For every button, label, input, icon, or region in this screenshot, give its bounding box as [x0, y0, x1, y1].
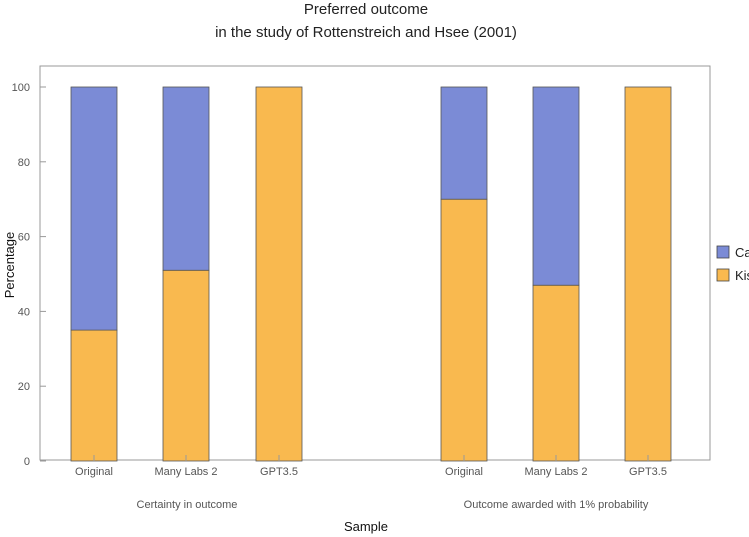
- x-tick-label: GPT3.5: [260, 466, 298, 478]
- bar-cash: [440, 86, 488, 200]
- x-tick-label: Original: [75, 466, 113, 478]
- legend-swatch-cash: [716, 245, 730, 259]
- bar-kiss: [440, 198, 488, 462]
- y-tick-label: 60: [18, 232, 30, 244]
- bar-cash: [162, 86, 210, 271]
- legend-label-cash: Cash: [735, 245, 749, 260]
- x-tick-label: Original: [445, 466, 483, 478]
- group-label-probability: Outcome awarded with 1% probability: [464, 499, 649, 511]
- bar-kiss: [255, 86, 303, 462]
- bar-kiss: [532, 284, 580, 462]
- bar-kiss: [162, 269, 210, 462]
- x-tick-label: Many Labs 2: [525, 466, 588, 478]
- x-tick-label: GPT3.5: [629, 466, 667, 478]
- bar-kiss: [70, 329, 118, 462]
- y-axis-ticks: 0 20 40 60 80 100: [12, 82, 46, 468]
- x-axis-ticks: Original Many Labs 2 GPT3.5 Original Many La…: [75, 455, 667, 478]
- legend: Cash Kiss: [716, 245, 749, 283]
- y-tick-label: 20: [18, 381, 30, 393]
- bars-layer: [70, 86, 672, 462]
- y-tick-label: 100: [12, 82, 30, 94]
- plot-frame: [39, 65, 711, 461]
- y-tick-label: 80: [18, 157, 30, 169]
- bar-cash: [70, 86, 118, 331]
- chart-title-line-2: in the study of Rottenstreich and Hsee (…: [215, 24, 517, 41]
- legend-label-kiss: Kiss: [735, 268, 749, 283]
- y-axis-label: Percentage: [2, 232, 17, 299]
- x-tick-label: Many Labs 2: [155, 466, 218, 478]
- group-label-certainty: Certainty in outcome: [137, 499, 238, 511]
- x-axis-label: Sample: [344, 519, 388, 534]
- bar-kiss: [624, 86, 672, 462]
- chart-title-line-1: Preferred outcome: [304, 1, 428, 18]
- y-tick-label: 40: [18, 306, 30, 318]
- bar-cash: [532, 86, 580, 286]
- legend-swatch-kiss: [716, 268, 730, 282]
- y-tick-label: 0: [24, 456, 30, 468]
